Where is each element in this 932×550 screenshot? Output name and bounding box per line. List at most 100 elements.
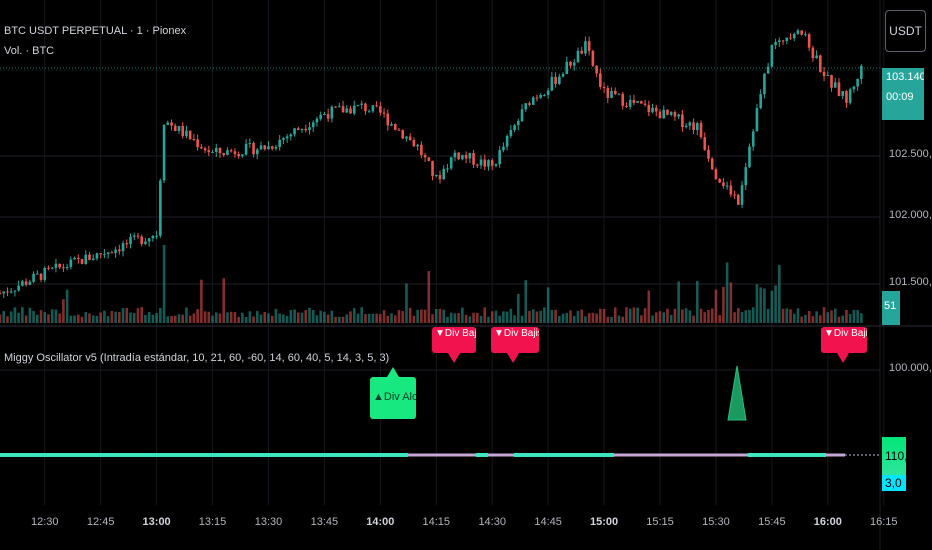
candle-body-190 xyxy=(707,149,710,159)
volume-bar-229 xyxy=(852,309,856,323)
volume-bar-125 xyxy=(464,314,468,323)
candle-body-44 xyxy=(162,124,166,181)
candle-body-188 xyxy=(699,123,703,138)
candle-body-164 xyxy=(610,90,613,98)
volume-bar-172 xyxy=(640,315,643,323)
candle-body-217 xyxy=(807,34,811,48)
volume-bar-151 xyxy=(561,313,565,323)
volume-bar-131 xyxy=(487,316,490,323)
volume-bar-130 xyxy=(483,307,487,323)
volume-bar-98 xyxy=(364,314,367,323)
time-label-7: 14:15 xyxy=(422,516,451,528)
candle-body-75 xyxy=(278,139,281,147)
volume-bar-163 xyxy=(606,316,610,323)
time-label-1: 12:45 xyxy=(86,516,115,528)
bull-signal-label: ▲Div Alcista xyxy=(370,377,416,419)
candle-body-215 xyxy=(800,30,803,35)
candle-body-169 xyxy=(628,100,632,107)
candle-body-56 xyxy=(207,150,211,153)
candle-body-173 xyxy=(643,103,647,105)
candle-body-114 xyxy=(423,155,427,158)
volume-bar-152 xyxy=(565,312,569,323)
candle-body-117 xyxy=(434,174,438,177)
volume-bar-157 xyxy=(584,316,587,323)
candle-body-41 xyxy=(151,235,155,239)
time-label-5: 13:45 xyxy=(310,516,339,528)
volume-bar-115 xyxy=(427,271,431,323)
volume-bar-89 xyxy=(330,310,334,323)
volume-bar-37 xyxy=(136,308,140,323)
volume-bar-104 xyxy=(386,315,390,323)
candle-body-38 xyxy=(140,236,143,245)
candle-body-128 xyxy=(475,164,479,166)
volume-bar-27 xyxy=(99,312,102,323)
candle-body-205 xyxy=(763,73,766,95)
volume-bar-29 xyxy=(106,316,110,323)
candle-body-115 xyxy=(427,157,431,161)
candle-body-163 xyxy=(606,88,610,98)
candle-body-88 xyxy=(326,113,330,119)
volume-bar-95 xyxy=(352,308,356,323)
candle-body-181 xyxy=(673,112,677,117)
candle-body-25 xyxy=(91,258,95,260)
candle-body-100 xyxy=(371,105,375,112)
candle-body-186 xyxy=(692,122,695,131)
candle-body-87 xyxy=(323,113,326,115)
candle-body-82 xyxy=(304,128,308,131)
candle-body-31 xyxy=(114,249,117,254)
volume-bar-62 xyxy=(229,311,233,323)
volume-bar-78 xyxy=(289,310,293,323)
time-label-10: 15:00 xyxy=(589,516,619,528)
candle-body-141 xyxy=(524,103,528,110)
candle-body-126 xyxy=(468,152,472,159)
candle-body-112 xyxy=(416,144,419,147)
volume-bar-120 xyxy=(446,316,449,323)
volume-bar-119 xyxy=(442,309,446,323)
volume-bar-36 xyxy=(132,313,136,323)
volume-bar-56 xyxy=(207,311,211,323)
candle-body-83 xyxy=(308,127,311,131)
volume-bar-16 xyxy=(58,313,61,323)
candle-body-220 xyxy=(819,55,822,72)
candle-body-113 xyxy=(420,144,423,156)
volume-bar-82 xyxy=(304,309,308,323)
volume-bar-44 xyxy=(162,245,166,323)
volume-bar-10 xyxy=(35,314,39,323)
volume-bar-144 xyxy=(535,311,539,323)
volume-bar-42 xyxy=(155,313,158,323)
time-label-4: 13:30 xyxy=(254,516,283,528)
volume-bar-183 xyxy=(681,309,684,323)
time-label-12: 15:30 xyxy=(702,516,730,528)
candle-body-11 xyxy=(39,273,43,280)
candle-body-6 xyxy=(21,281,24,286)
volume-bar-23 xyxy=(84,312,88,323)
candle-body-95 xyxy=(352,105,356,114)
volume-bar-218 xyxy=(811,316,815,323)
volume-bar-179 xyxy=(666,308,669,323)
volume-bar-145 xyxy=(539,310,542,323)
volume-bar-74 xyxy=(274,308,278,323)
currency-button[interactable]: USDT xyxy=(885,10,926,52)
last-price-badge: 103.140,5 00:09 xyxy=(882,68,924,120)
volume-bar-180 xyxy=(669,314,673,323)
volume-bar-228 xyxy=(848,313,852,323)
candle-body-72 xyxy=(267,146,270,150)
volume-bar-84 xyxy=(311,310,315,323)
candle-body-55 xyxy=(203,148,207,151)
candle-body-125 xyxy=(464,154,468,159)
candle-body-97 xyxy=(360,103,363,105)
volume-bar-49 xyxy=(181,314,185,323)
candle-body-121 xyxy=(449,157,453,169)
candle-body-67 xyxy=(248,142,252,144)
volume-bar-109 xyxy=(405,283,408,323)
volume-bar-111 xyxy=(412,315,416,323)
time-label-0: 12:30 xyxy=(30,516,59,528)
candle-body-120 xyxy=(446,168,449,170)
volume-bar-148 xyxy=(550,309,554,323)
volume-bar-33 xyxy=(121,308,125,323)
candle-body-89 xyxy=(330,106,334,119)
candle-body-81 xyxy=(300,128,304,131)
candle-body-40 xyxy=(147,238,151,242)
volume-bar-77 xyxy=(285,315,289,323)
